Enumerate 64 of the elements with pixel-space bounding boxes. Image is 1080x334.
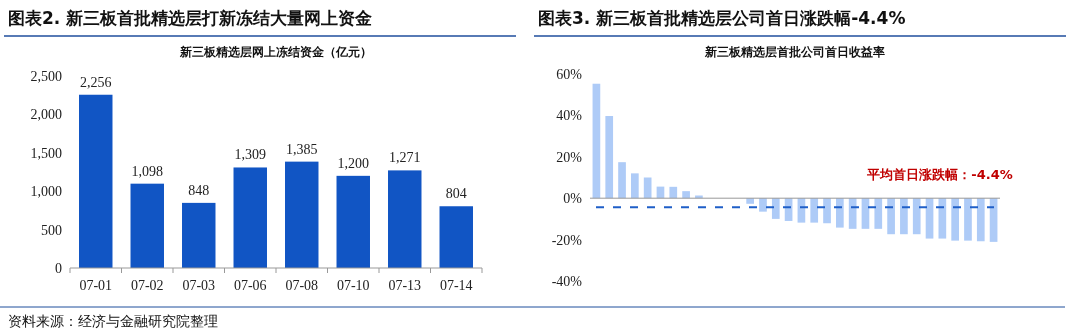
bar: [439, 206, 473, 268]
y-tick-label: 2,000: [30, 107, 62, 123]
y-tick-label: -20%: [551, 232, 583, 248]
y-tick-label: 20%: [556, 149, 583, 165]
bar: [631, 173, 639, 199]
text: 资料来源：经济与金融研究院整理: [8, 314, 218, 329]
x-tick-label: 07-14: [439, 278, 473, 293]
data-label: 1,200: [337, 155, 369, 171]
bar: [887, 198, 895, 235]
bar: [643, 177, 652, 199]
bar: [233, 167, 267, 268]
x-tick-label: 07-01: [79, 278, 113, 293]
bar: [771, 198, 780, 219]
bar: [592, 83, 601, 199]
x-tick-label: 07-03: [182, 278, 216, 293]
y-tick-label: 500: [41, 222, 62, 238]
bar: [285, 161, 319, 268]
bar: [182, 202, 216, 268]
data-label: 848: [188, 182, 210, 198]
bar: [605, 116, 614, 199]
bar: [388, 170, 422, 268]
y-tick-label: 0: [55, 261, 62, 276]
y-tick-label: 1,000: [30, 184, 62, 200]
bar: [746, 198, 754, 204]
bar: [618, 162, 626, 199]
bar: [836, 198, 844, 228]
data-label: 804: [445, 186, 467, 202]
bar: [336, 175, 370, 268]
x-tick-label: 07-10: [336, 278, 370, 293]
bar: [964, 198, 972, 241]
chart-title: 图表2. 新三板首批精选层打新冻结大量网上资金: [8, 8, 373, 28]
bar: [848, 198, 857, 229]
bar: [900, 198, 908, 235]
ref-line-label: 平均首日涨跌幅：-4.4%: [866, 167, 1013, 183]
data-label: 2,256: [80, 74, 112, 90]
chart-subtitle: 新三板精选层首批公司首日收益率: [704, 45, 885, 59]
x-tick-label: 07-13: [388, 278, 422, 293]
bar: [912, 198, 921, 235]
data-label: 1,098: [131, 163, 163, 179]
bar: [874, 198, 883, 229]
bar: [669, 186, 678, 199]
chart-title: 图表3. 新三板首批精选层公司首日涨跌幅-4.4%: [538, 8, 906, 28]
y-tick-label: 0%: [563, 191, 583, 207]
x-tick-label: 07-08: [285, 278, 319, 293]
data-label: 1,271: [389, 150, 421, 166]
y-tick-label: 2,500: [30, 69, 62, 84]
bar: [79, 94, 113, 268]
y-tick-label: 1,500: [30, 145, 62, 161]
x-tick-label: 07-06: [233, 278, 267, 293]
x-tick-label: 07-02: [130, 278, 164, 293]
data-label: 1,309: [234, 147, 266, 163]
bar: [130, 183, 164, 268]
data-label: 1,385: [286, 141, 318, 157]
bar: [925, 198, 934, 239]
bar: [682, 191, 690, 199]
bar: [823, 198, 831, 224]
bar: [976, 198, 985, 242]
y-tick-label: 40%: [556, 108, 583, 124]
bar: [951, 198, 959, 241]
bar: [810, 198, 819, 223]
chart-subtitle: 新三板精选层网上冻结资金（亿元）: [179, 45, 372, 59]
y-tick-label: -40%: [551, 274, 583, 289]
bar: [759, 198, 767, 212]
y-tick-label: 60%: [556, 67, 583, 82]
